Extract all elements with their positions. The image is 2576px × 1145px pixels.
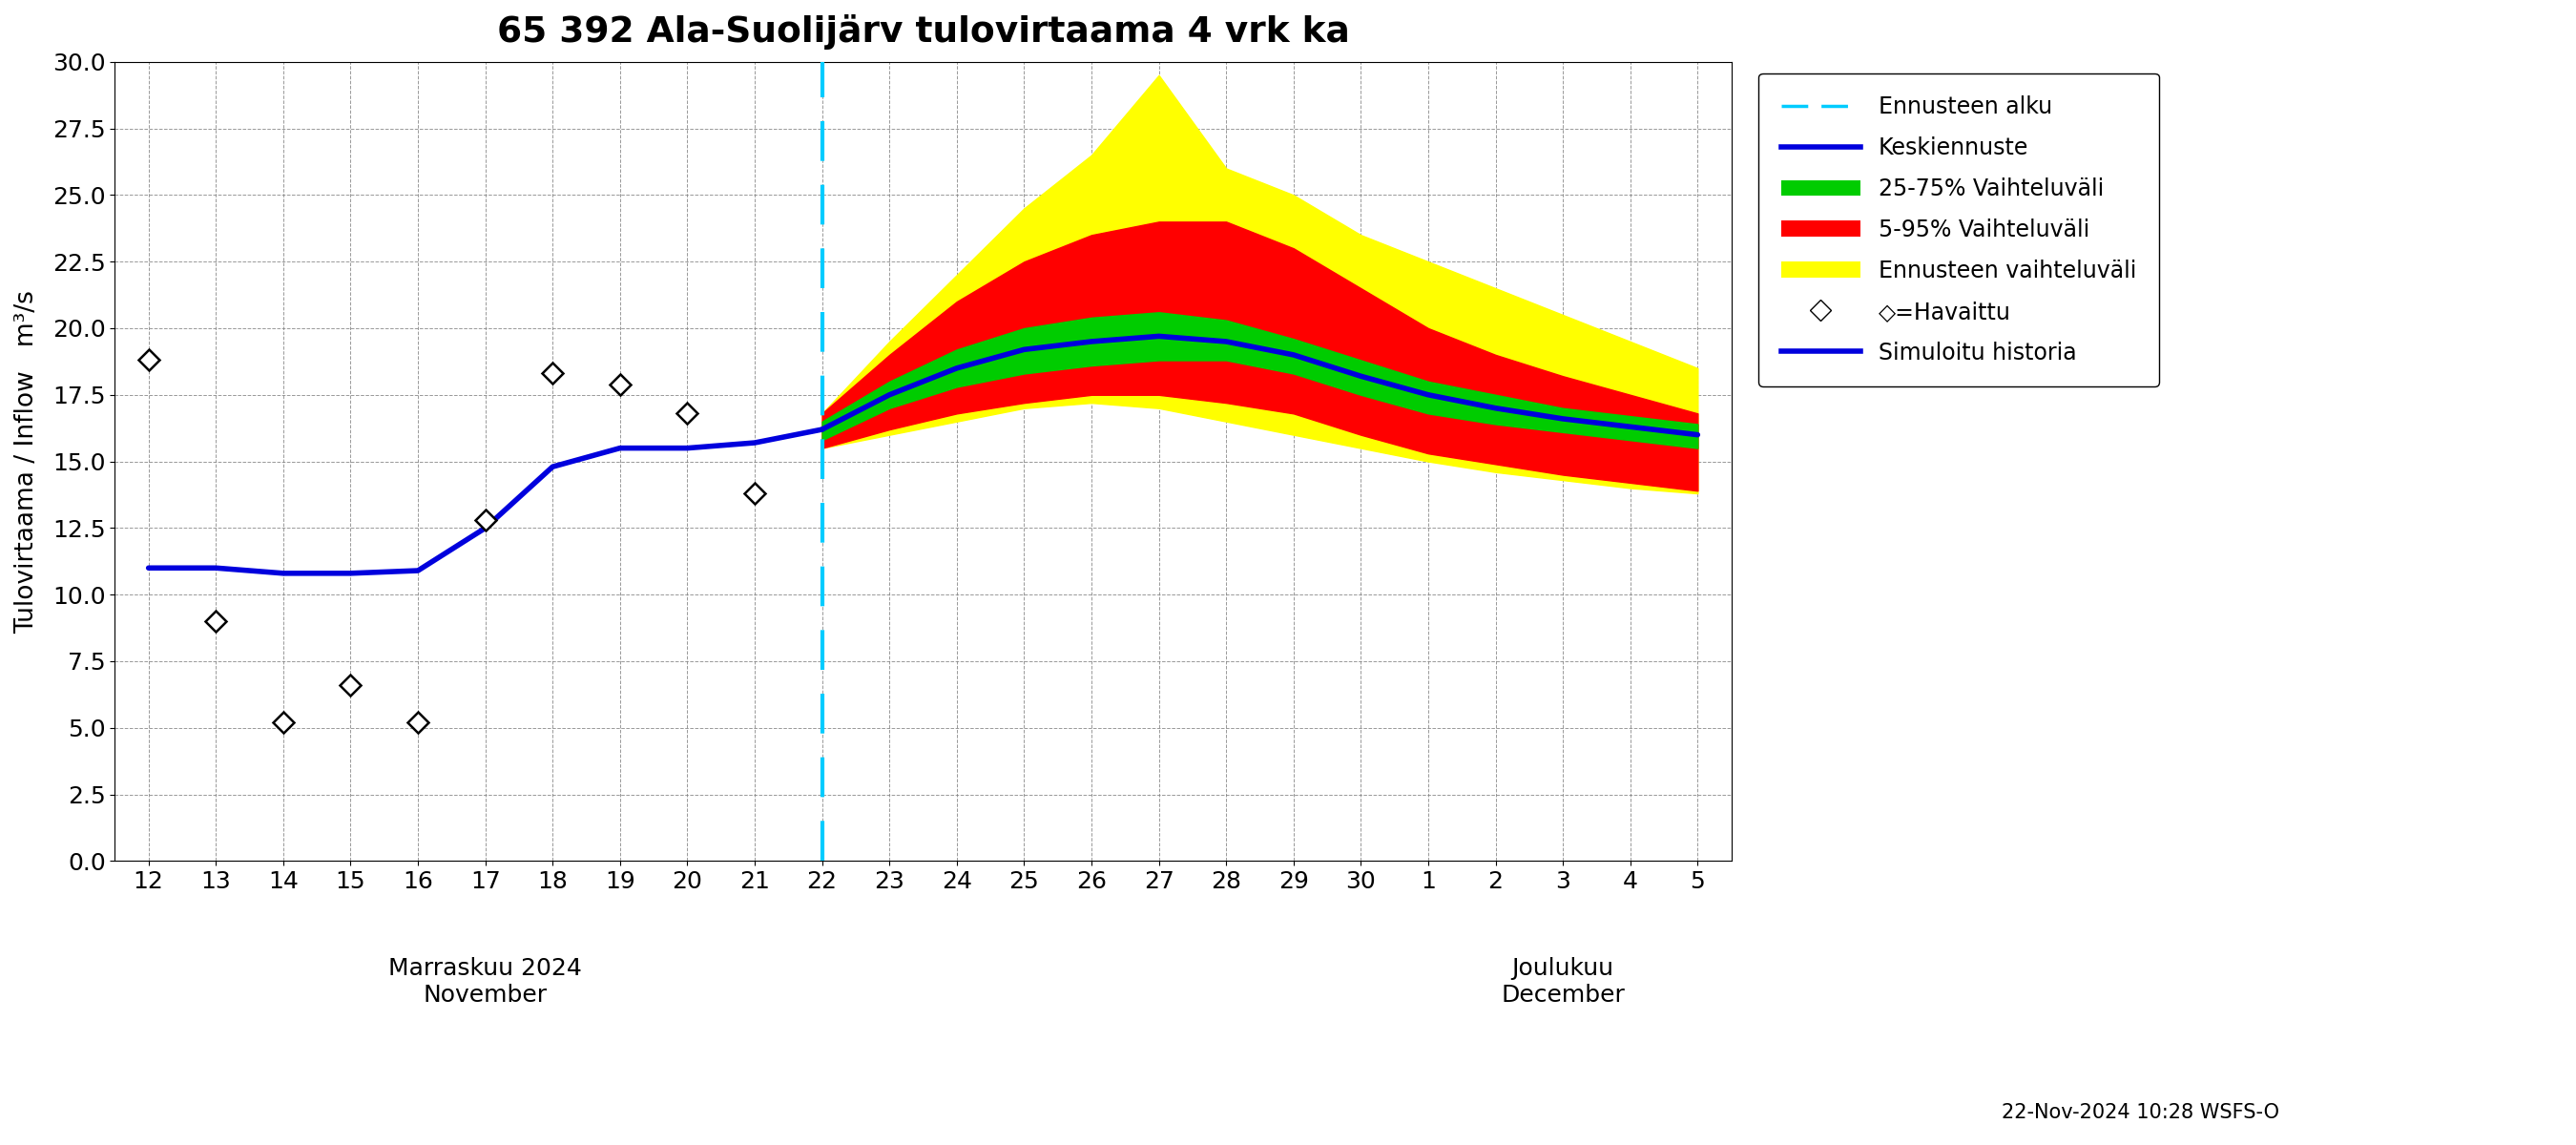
Legend: Ennusteen alku, Keskiennuste, 25-75% Vaihteluväli, 5-95% Vaihteluväli, Ennusteen: Ennusteen alku, Keskiennuste, 25-75% Vai…	[1759, 73, 2159, 387]
Text: Joulukuu
December: Joulukuu December	[1502, 957, 1625, 1006]
Title: 65 392 Ala-Suolijärv tulovirtaama 4 vrk ka: 65 392 Ala-Suolijärv tulovirtaama 4 vrk …	[497, 14, 1350, 49]
Y-axis label: Tulovirtaama / Inflow   m³/s: Tulovirtaama / Inflow m³/s	[15, 290, 39, 633]
Text: Marraskuu 2024
November: Marraskuu 2024 November	[389, 957, 582, 1006]
Text: 22-Nov-2024 10:28 WSFS-O: 22-Nov-2024 10:28 WSFS-O	[2002, 1103, 2280, 1122]
